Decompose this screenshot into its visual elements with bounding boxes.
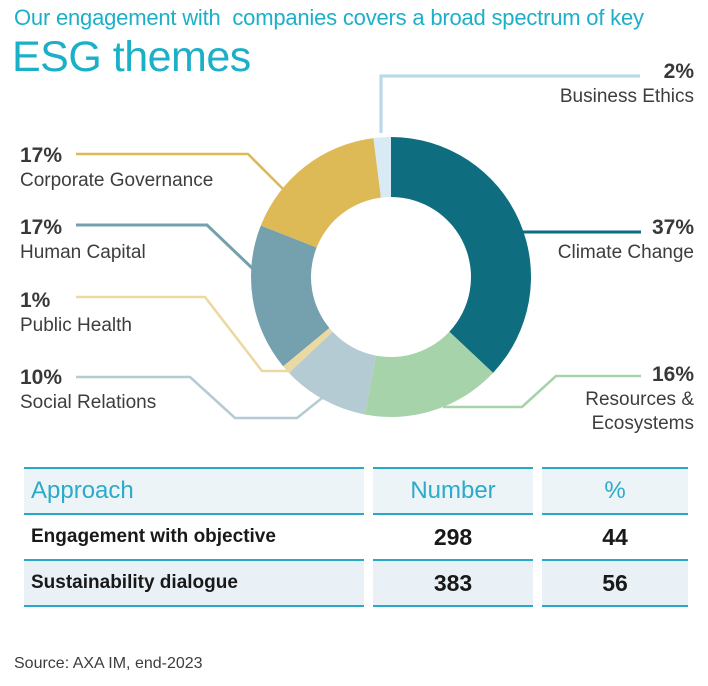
table-cell-number-row2: 383 — [373, 561, 533, 607]
table-header-percent: % — [542, 469, 688, 515]
page-title-line2: ESG themes — [12, 33, 251, 81]
leader-line-public-health — [76, 295, 291, 373]
table-header-approach: Approach — [24, 469, 364, 515]
callout-pct: 17% — [20, 216, 63, 239]
leader-line-business-ethics — [379, 74, 640, 133]
table-cell-percent-row1: 44 — [542, 515, 688, 561]
callout-label: Corporate Governance — [20, 170, 214, 192]
donut-slice-human-capital — [250, 225, 330, 367]
callout-label: Climate Change — [557, 242, 694, 264]
table-header-number: Number — [373, 469, 533, 515]
esg-donut-chart — [76, 74, 641, 420]
callout-label: Business Ethics — [559, 86, 694, 108]
table-cell-number-row1: 298 — [373, 515, 533, 561]
leader-line-human-capital — [76, 223, 254, 270]
callout-social-relations: 10% Social Relations — [20, 366, 156, 415]
donut-slice-resources-ecosystems — [364, 331, 494, 418]
callout-business-ethics: 2% Business Ethics — [560, 60, 694, 109]
callout-pct: 1% — [20, 289, 51, 312]
callout-public-health: 1% Public Health — [20, 289, 132, 338]
callout-label: Public Health — [20, 315, 132, 337]
source-note: Source: AXA IM, end-2023 — [14, 655, 203, 672]
leader-line-social-relations — [76, 375, 323, 420]
donut-slice-corporate-governance — [260, 138, 381, 248]
table-column-percent: % 44 56 — [542, 467, 688, 607]
table-cell-approach-row1: Engagement with objective — [24, 515, 364, 561]
callout-corporate-governance: 17% Corporate Governance — [20, 144, 213, 193]
table-cell-percent-row2: 56 — [542, 561, 688, 607]
donut-slice-social-relations — [288, 331, 377, 415]
callout-label: Resources & Ecosystems — [585, 389, 694, 435]
callout-pct: 37% — [651, 216, 694, 239]
callout-pct: 16% — [651, 363, 694, 386]
callout-human-capital: 17% Human Capital — [20, 216, 146, 265]
callout-pct: 2% — [663, 60, 694, 83]
donut-slice-climate-change — [391, 137, 532, 373]
leader-line-resources-ecosystems — [443, 374, 641, 409]
callout-climate-change: 37% Climate Change — [558, 216, 694, 265]
page-title-line1: Our engagement with companies covers a b… — [14, 5, 644, 30]
callout-resources-ecosystems: 16% Resources & Ecosystems — [554, 363, 694, 437]
donut-slice-business-ethics — [373, 136, 391, 198]
callout-pct: 10% — [20, 366, 63, 389]
leader-line-corporate-governance — [76, 152, 285, 191]
donut-slice-public-health — [283, 327, 333, 373]
table-cell-approach-row2: Sustainability dialogue — [24, 561, 364, 607]
approach-table: Approach Engagement with objective Susta… — [24, 467, 688, 607]
table-column-approach: Approach Engagement with objective Susta… — [24, 467, 364, 607]
table-column-number: Number 298 383 — [373, 467, 533, 607]
callout-pct: 17% — [20, 144, 63, 167]
callout-label: Human Capital — [20, 242, 146, 264]
callout-label: Social Relations — [20, 392, 157, 414]
